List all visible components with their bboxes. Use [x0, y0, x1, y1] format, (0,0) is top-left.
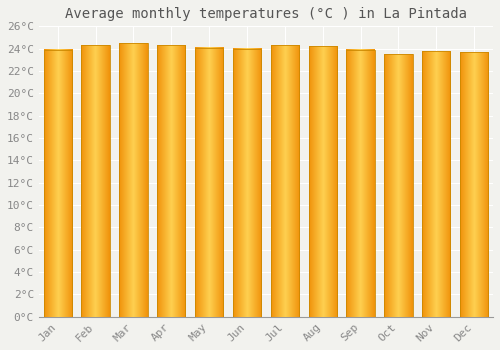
Bar [233, 49, 261, 317]
Bar [119, 43, 148, 317]
Bar [460, 52, 488, 317]
Bar [195, 48, 224, 317]
Bar [384, 54, 412, 317]
Bar [346, 50, 375, 317]
Bar [44, 50, 72, 317]
Bar [308, 47, 337, 317]
Bar [270, 45, 299, 317]
Bar [82, 45, 110, 317]
Bar [422, 51, 450, 317]
Title: Average monthly temperatures (°C ) in La Pintada: Average monthly temperatures (°C ) in La… [65, 7, 467, 21]
Bar [157, 45, 186, 317]
